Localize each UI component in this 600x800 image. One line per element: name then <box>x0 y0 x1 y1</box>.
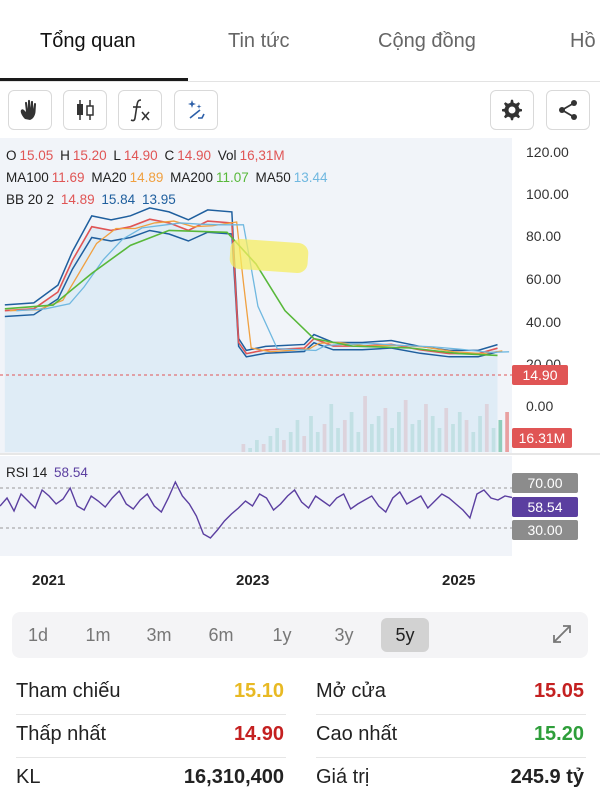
ma-legend: MA100 11.69 MA20 14.89 MA200 11.07 MA50 13.4… <box>6 170 331 185</box>
y-tick: 0.00 <box>526 398 554 414</box>
volume-bar <box>498 420 503 452</box>
open-price-label: Mở cửa <box>316 680 386 702</box>
rsi-legend: RSI 14 58.54 <box>6 465 91 480</box>
x-tick: 2023 <box>236 572 270 589</box>
ma50-label: MA50 <box>255 170 291 185</box>
divider <box>16 757 286 758</box>
value-label: Giá trị <box>316 766 370 788</box>
low-value: 14.90 <box>123 148 158 163</box>
rsi-current-tag: 58.54 <box>512 497 578 517</box>
tab-cong-dong[interactable]: Cộng đồng <box>378 30 476 52</box>
highlight-marker <box>229 238 309 274</box>
bb-upper-value: 14.89 <box>60 192 95 207</box>
period-6m[interactable]: 6m <box>208 624 234 645</box>
volume-bar <box>505 412 509 452</box>
divider <box>316 714 586 715</box>
tab-bar: Tổng quan Tin tức Cộng đồng Hồ <box>0 0 600 82</box>
hand-tool-button[interactable] <box>8 90 52 130</box>
bb-mid-value: 15.84 <box>101 192 136 207</box>
period-1d[interactable]: 1d <box>27 624 49 645</box>
y-tick: 40.00 <box>526 314 562 330</box>
tab-tin-tuc[interactable]: Tin tức <box>228 30 290 52</box>
bb-legend: BB 20 2 14.89 15.84 13.95 <box>6 192 179 207</box>
price-area <box>4 219 498 452</box>
close-value: 14.90 <box>177 148 212 163</box>
y-tick: 80.00 <box>526 228 562 244</box>
y-tick: 100.00 <box>526 186 569 202</box>
low-label: Thấp nhất <box>16 723 107 745</box>
volume-value: 16,31M <box>239 148 285 163</box>
chart-canvas <box>0 138 600 556</box>
trade-value: 245.9 tỷ <box>510 766 584 788</box>
open-price-value: 15.05 <box>533 680 584 702</box>
ma200-label: MA200 <box>170 170 213 185</box>
high-price-value: 15.20 <box>533 723 584 745</box>
close-label: C <box>164 148 175 163</box>
divider <box>16 714 286 715</box>
volume-label: Vol <box>217 148 237 163</box>
rsi-lower-tag: 30.00 <box>512 520 578 540</box>
ma50-value: 13.44 <box>293 170 328 185</box>
chart-toolbar <box>0 90 600 132</box>
open-label: O <box>6 148 17 163</box>
period-3m[interactable]: 3m <box>146 624 172 645</box>
period-1m[interactable]: 1m <box>85 624 111 645</box>
reference-label: Tham chiếu <box>16 680 121 702</box>
period-3y[interactable]: 3y <box>334 624 354 645</box>
info-row: Thấp nhất 14.90 Cao nhất 15.20 <box>0 715 600 757</box>
chart-type-button[interactable] <box>63 90 107 130</box>
rsi-upper-tag: 70.00 <box>512 473 578 493</box>
tab-ho[interactable]: Hồ <box>570 30 596 52</box>
share-button[interactable] <box>546 90 590 130</box>
divider <box>316 757 586 758</box>
settings-button[interactable] <box>490 90 534 130</box>
share-icon <box>559 100 577 120</box>
low-label: L <box>113 148 121 163</box>
period-5y[interactable]: 5y <box>381 618 429 652</box>
rsi-label: RSI 14 <box>6 465 48 480</box>
period-1y[interactable]: 1y <box>272 624 292 645</box>
period-selector: 1d 1m 3m 6m 1y 3y 5y <box>12 612 588 658</box>
open-value: 15.05 <box>19 148 54 163</box>
function-icon <box>130 99 150 122</box>
info-row: KL 16,310,400 Giá trị 245.9 tỷ <box>0 758 600 800</box>
ma100-value: 11.69 <box>51 170 85 185</box>
high-label: Cao nhất <box>316 723 398 745</box>
last-price-tag: 14.90 <box>512 365 568 385</box>
ohlc-legend: O 15.05 H 15.20 L 14.90 C 14.90 Vol 16,31M <box>6 148 288 163</box>
volume-info-value: 16,310,400 <box>183 766 284 788</box>
y-tick: 120.00 <box>526 144 569 160</box>
ma200-value: 11.07 <box>215 170 249 185</box>
active-tab-indicator <box>0 78 188 81</box>
high-label: H <box>60 148 70 163</box>
indicators-button[interactable] <box>118 90 162 130</box>
bb-label: BB 20 2 <box>6 192 55 207</box>
high-value: 15.20 <box>72 148 107 163</box>
volume-info-label: KL <box>16 766 41 788</box>
ma20-label: MA20 <box>91 170 127 185</box>
candlestick-icon <box>77 100 94 120</box>
bb-lower-value: 13.95 <box>141 192 176 207</box>
ma100-label: MA100 <box>6 170 49 185</box>
x-tick: 2021 <box>32 572 66 589</box>
drawing-tools-button[interactable] <box>174 90 218 130</box>
y-tick: 60.00 <box>526 271 562 287</box>
low-price-value: 14.90 <box>233 723 284 745</box>
ma20-value: 14.89 <box>129 170 164 185</box>
tab-tong-quan[interactable]: Tổng quan <box>40 30 136 52</box>
reference-value: 15.10 <box>233 680 284 702</box>
rsi-value: 58.54 <box>54 465 88 480</box>
volume-tag: 16.31M <box>512 428 572 448</box>
rsi-line <box>0 480 513 539</box>
x-tick: 2025 <box>442 572 476 589</box>
price-chart[interactable]: O 15.05 H 15.20 L 14.90 C 14.90 Vol 16,31M MA… <box>0 138 600 593</box>
expand-icon[interactable] <box>550 622 574 646</box>
magic-wand-icon <box>188 100 205 119</box>
hand-icon <box>20 99 36 120</box>
gear-icon <box>502 99 522 121</box>
info-row: Tham chiếu 15.10 Mở cửa 15.05 <box>0 672 600 714</box>
